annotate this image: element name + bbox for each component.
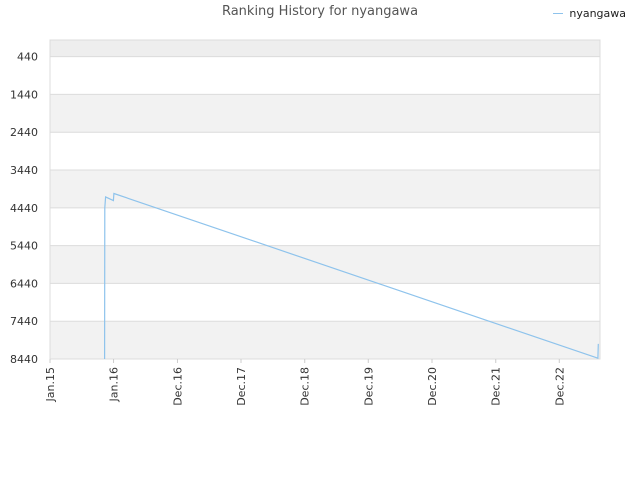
plot-band bbox=[50, 245, 600, 284]
x-tick-label: Dec.17 bbox=[235, 367, 248, 406]
plot-band bbox=[50, 207, 600, 246]
x-tick-label: Dec.19 bbox=[362, 367, 375, 406]
legend-label: nyangawa bbox=[569, 7, 626, 20]
y-tick-label: 1440 bbox=[10, 88, 38, 101]
x-tick-label: Dec.22 bbox=[553, 367, 566, 406]
y-tick-label: 7440 bbox=[10, 315, 38, 328]
plot-band bbox=[50, 40, 600, 57]
series-line-nyangawa bbox=[103, 192, 599, 360]
y-tick-label: 5440 bbox=[10, 240, 38, 253]
y-tick-label: 4440 bbox=[10, 202, 38, 215]
y-tick-label: 2440 bbox=[10, 126, 38, 139]
legend-swatch bbox=[553, 13, 564, 14]
y-tick-label: 8440 bbox=[10, 353, 38, 366]
y-tick-label: 440 bbox=[17, 51, 38, 64]
plot-band bbox=[50, 56, 600, 95]
plot-band bbox=[50, 170, 600, 208]
plot-band bbox=[50, 132, 600, 171]
chart-title: Ranking History for nyangawa bbox=[221, 4, 419, 19]
plot-band bbox=[50, 283, 600, 322]
legend[interactable]: nyangawa bbox=[553, 7, 626, 20]
x-tick-label: Jan.16 bbox=[108, 367, 121, 402]
x-tick-label: Dec.16 bbox=[171, 367, 184, 406]
x-tick-label: Dec.21 bbox=[490, 367, 503, 406]
y-tick-label: 6440 bbox=[10, 277, 38, 290]
x-tick-label: Dec.18 bbox=[299, 367, 312, 406]
y-tick-label: 3440 bbox=[10, 164, 38, 177]
x-tick-label: Dec.20 bbox=[426, 367, 439, 406]
plot-band bbox=[50, 94, 600, 133]
plot-border bbox=[49, 39, 601, 360]
plot-band bbox=[50, 321, 600, 359]
x-tick-label: Jan.15 bbox=[44, 367, 57, 402]
